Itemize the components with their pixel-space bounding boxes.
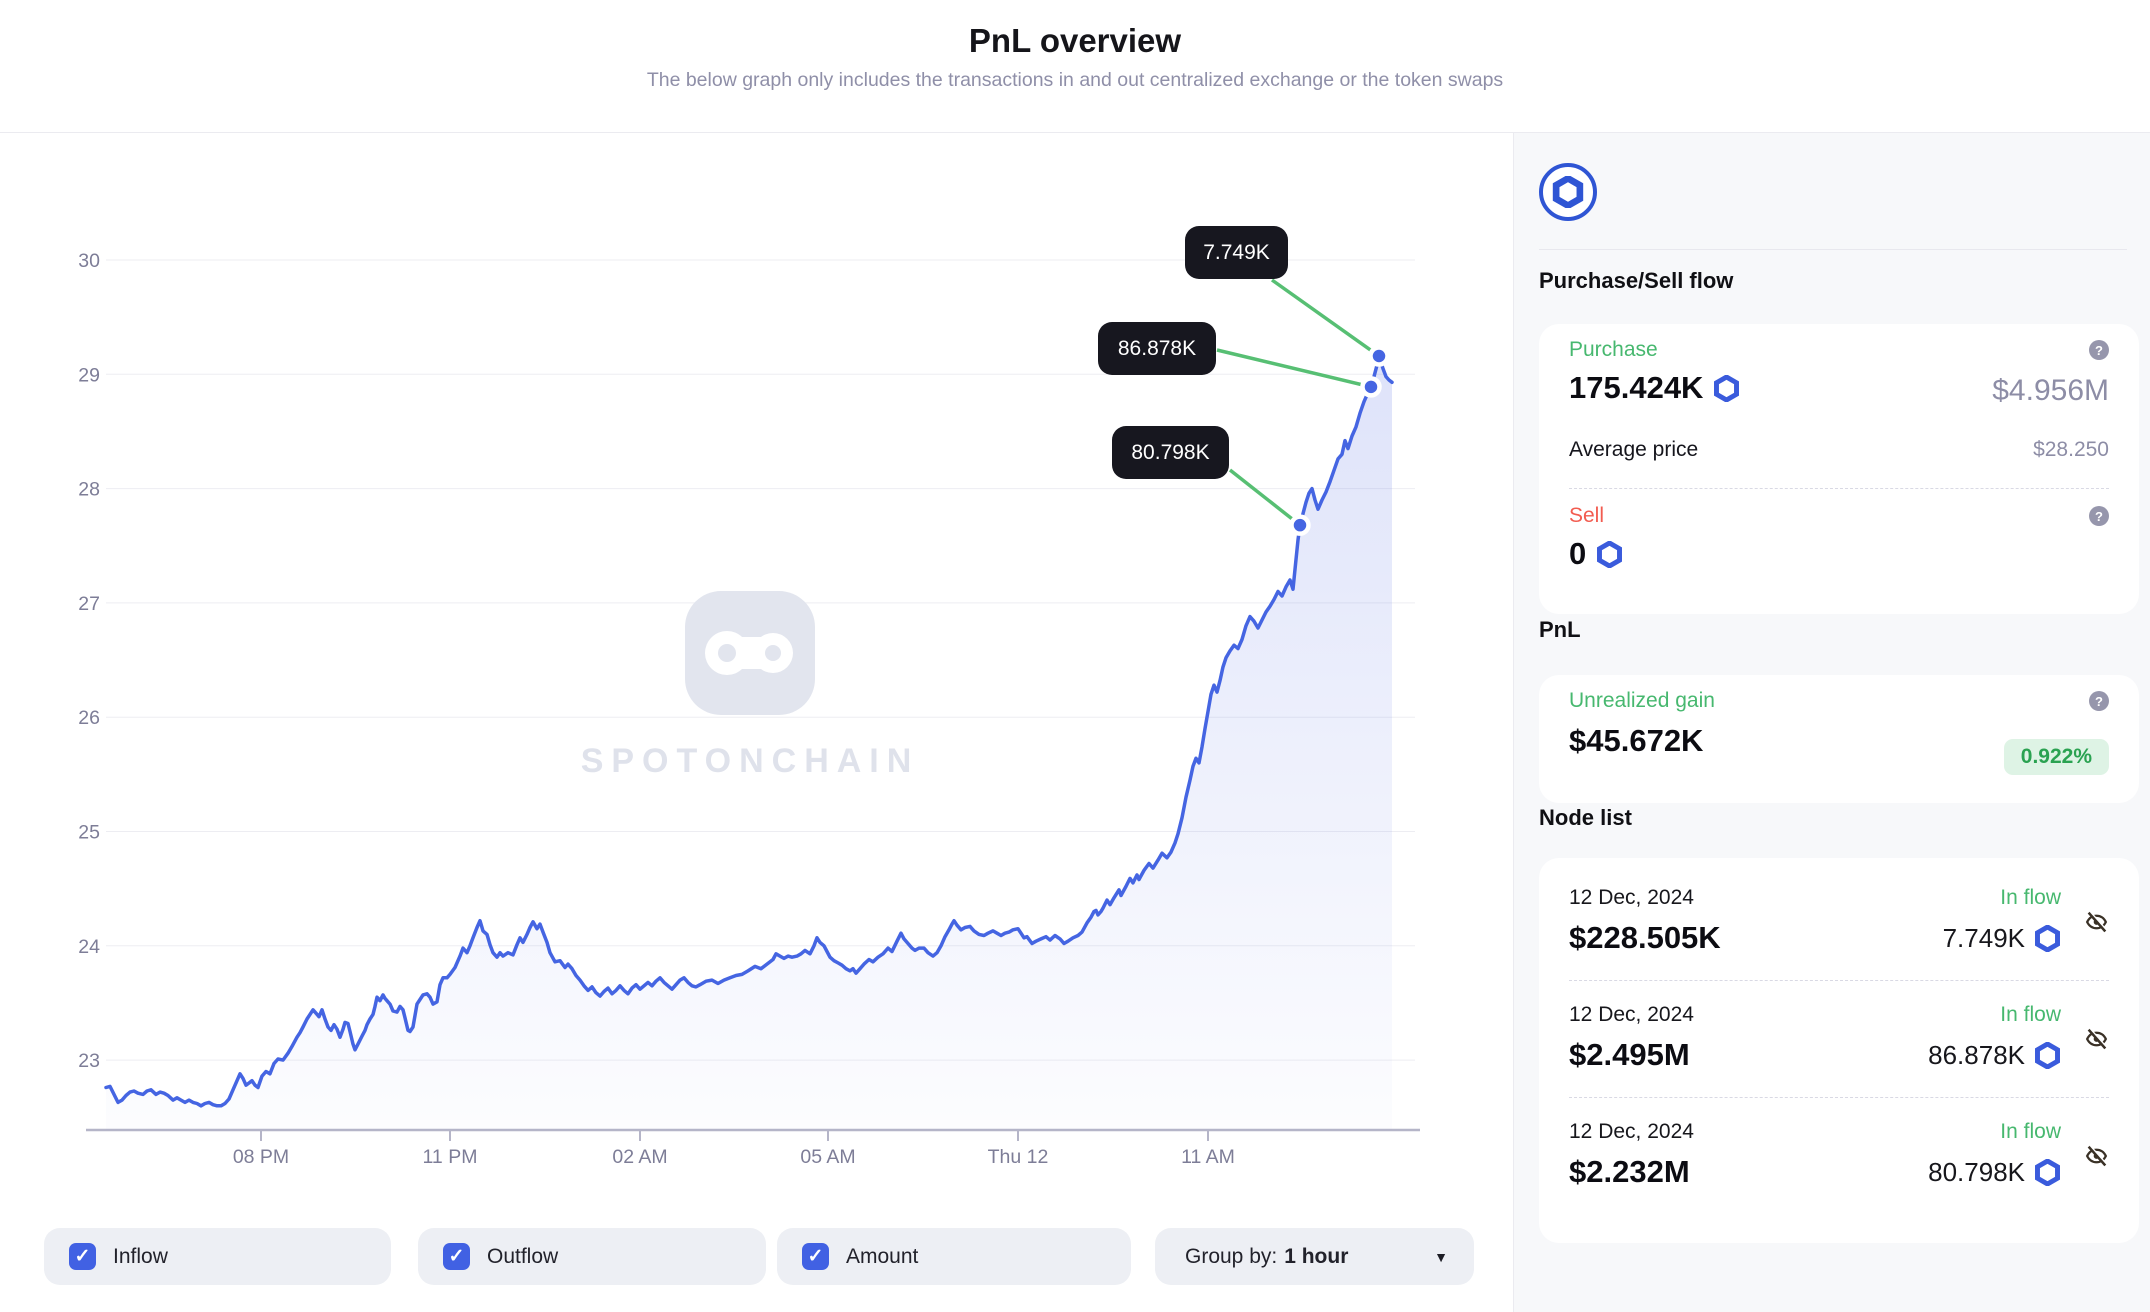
sell-amount-row: 0 [1569,536,1623,572]
tooltip-connector [1270,278,1381,358]
chainlink-icon [1597,540,1623,568]
chart-panel: 30 29 28 27 26 25 24 23 08 PM 11 PM 02 AM 05 AM Thu … [0,133,1513,1312]
node-list-item: 12 Dec, 2024 In flow $2.232M 80.798K [1569,1097,2109,1214]
node-list-item: 12 Dec, 2024 In flow $228.505K 7.749K [1569,864,2109,980]
node-list-heading: Node list [1539,805,1632,830]
y-axis-label: 23 [78,1050,100,1072]
group-by-select[interactable]: Group by: 1 hour ▼ [1155,1228,1474,1285]
node-usd-value: $2.495M [1569,1037,1690,1072]
chainlink-icon [2035,924,2060,952]
y-axis-label: 28 [78,479,100,501]
tooltip-connector [1228,468,1302,527]
node-direction: In flow [2000,886,2061,909]
node-token-amount: 86.878K [1928,1039,2025,1070]
checkbox-label: Amount [846,1244,919,1268]
checkbox-outflow[interactable]: ✓ Outflow [418,1228,766,1285]
data-point-dot [1289,514,1311,536]
chart-tooltip: 7.749K [1185,226,1288,279]
sell-amount: 0 [1569,536,1587,571]
help-icon[interactable]: ? [2089,340,2109,360]
node-direction: In flow [2000,1003,2061,1026]
chart-tooltip: 86.878K [1098,322,1216,375]
node-usd-value: $228.505K [1569,920,1721,955]
sell-label: Sell [1569,504,1605,527]
y-axis-label: 30 [78,250,100,272]
header: PnL overview The below graph only includ… [0,0,2150,133]
node-list-item: 12 Dec, 2024 In flow $2.495M 86.878K [1569,980,2109,1097]
chainlink-logo-icon [1539,163,1597,221]
tooltip-connector [1216,348,1372,389]
x-axis-label: 08 PM [233,1146,289,1168]
eye-off-icon[interactable] [2084,910,2109,935]
group-by-label: Group by: [1185,1244,1278,1268]
checkbox-amount[interactable]: ✓ Amount [777,1228,1131,1285]
pnl-line-chart: 30 29 28 27 26 25 24 23 08 PM 11 PM 02 AM 05 AM Thu … [78,250,1420,1168]
y-axis-label: 27 [78,593,100,615]
price-line [104,354,1394,1108]
data-point-dot [1360,376,1382,398]
help-icon[interactable]: ? [2089,691,2109,711]
checkbox-label: Outflow [487,1244,559,1268]
y-axis-label: 26 [78,707,100,729]
average-price-value: $28.250 [2033,438,2109,461]
chart-tooltip: 80.798K [1112,426,1229,479]
purchase-amount: 175.424K [1569,370,1704,405]
page-title: PnL overview [968,22,1182,59]
pnl-heading: PnL [1539,617,1581,642]
checkbox-label: Inflow [113,1244,168,1268]
node-date: 12 Dec, 2024 [1569,1003,1694,1026]
chevron-down-icon: ▼ [1434,1248,1448,1265]
sidebar: Purchase/Sell flow Purchase ? 175.424K $… [1513,133,2150,1312]
purchase-usd: $4.956M [1992,374,2109,407]
chainlink-icon [2035,1158,2060,1186]
page-subtitle: The below graph only includes the transa… [646,69,1504,91]
average-price-label: Average price [1569,438,1699,461]
chainlink-icon [2035,1041,2060,1069]
checkbox-inflow[interactable]: ✓ Inflow [44,1228,391,1285]
node-list-card: 12 Dec, 2024 In flow $228.505K 7.749K 12… [1539,858,2139,1243]
node-date: 12 Dec, 2024 [1569,1120,1694,1143]
y-axis-label: 29 [78,364,100,386]
x-axis-label: 11 AM [1181,1146,1235,1168]
node-token-amount: 7.749K [1942,922,2025,953]
y-axis-label: 24 [78,936,100,958]
area-fill [106,356,1392,1130]
divider [1569,488,2109,489]
unrealized-gain-value: $45.672K [1569,723,1704,758]
node-usd-value: $2.232M [1569,1154,1690,1189]
eye-off-icon[interactable] [2084,1144,2109,1169]
x-axis-label: 11 PM [423,1146,478,1168]
x-axis-label: 02 AM [612,1146,667,1168]
node-direction: In flow [2000,1120,2061,1143]
purchase-sell-card: Purchase ? 175.424K $4.956M Average pric… [1539,324,2139,614]
unrealized-gain-row: $45.672K [1569,723,1703,759]
purchase-label: Purchase [1569,338,1658,361]
node-token-amount: 80.798K [1928,1156,2025,1187]
group-by-value: 1 hour [1284,1244,1349,1268]
checkbox-checked-icon[interactable]: ✓ [69,1243,96,1270]
checkbox-checked-icon[interactable]: ✓ [802,1243,829,1270]
node-date: 12 Dec, 2024 [1569,886,1694,909]
y-axis-label: 25 [78,822,100,844]
checkbox-checked-icon[interactable]: ✓ [443,1243,470,1270]
divider [1539,249,2127,250]
help-icon[interactable]: ? [2089,506,2109,526]
data-point-dot [1368,345,1390,367]
pnl-card: Unrealized gain ? $45.672K 0.922% [1539,675,2139,803]
x-axis-label: Thu 12 [988,1146,1049,1168]
purchase-sell-flow-heading: Purchase/Sell flow [1539,268,1734,293]
gain-percent-badge: 0.922% [2003,739,2109,775]
unrealized-gain-label: Unrealized gain [1569,689,1715,712]
eye-off-icon[interactable] [2084,1027,2109,1052]
purchase-amount-row: 175.424K [1569,370,1740,406]
x-axis-label: 05 AM [800,1146,855,1168]
chainlink-icon [1714,374,1740,402]
